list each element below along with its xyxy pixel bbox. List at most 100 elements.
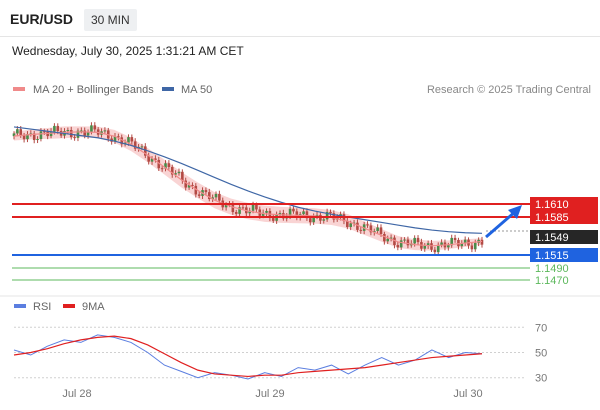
- candle-body: [130, 137, 134, 142]
- header-divider: [0, 36, 600, 37]
- candle-body: [218, 193, 221, 201]
- candle-body: [480, 239, 484, 245]
- candle-body: [66, 129, 70, 132]
- current-level-tag: [530, 230, 598, 244]
- candle-body: [19, 129, 23, 136]
- candle-body: [26, 134, 29, 140]
- candle-body: [473, 242, 477, 250]
- candle-body: [241, 207, 245, 209]
- candle-body: [312, 216, 315, 223]
- candle-body: [167, 163, 171, 167]
- candle-body: [16, 129, 19, 134]
- pivot-level-tag: [530, 248, 598, 262]
- candle-body: [457, 239, 460, 247]
- candle-body: [396, 245, 400, 248]
- candle-body: [43, 131, 46, 133]
- candle-body: [184, 180, 188, 188]
- chart-header: EUR/USD 30 MIN: [0, 0, 600, 40]
- projection-arrow-shaft: [485, 209, 517, 239]
- ma50-legend-swatch: [162, 87, 174, 91]
- candle-body: [325, 211, 329, 220]
- candle-body: [73, 137, 76, 139]
- candle-body: [53, 125, 56, 132]
- candle-body: [147, 155, 150, 162]
- candle-body: [248, 210, 251, 214]
- candle-body: [288, 208, 292, 216]
- candle-body: [436, 244, 440, 253]
- candle-body: [369, 225, 373, 233]
- support-level-label: 1.1470: [535, 275, 569, 287]
- x-tick-label: Jul 30: [453, 388, 482, 400]
- candle-body: [295, 211, 299, 218]
- x-tick-label: Jul 29: [255, 388, 284, 400]
- ma50-line: [13, 126, 483, 234]
- rsi-line: [13, 334, 483, 380]
- candle-body: [177, 171, 181, 174]
- rsi-tick-label: 70: [535, 322, 547, 334]
- candle-body: [12, 133, 16, 137]
- candle-body: [406, 239, 410, 246]
- research-credit: Research © 2025 Trading Central: [427, 84, 591, 96]
- candle-body: [174, 173, 177, 175]
- candle-body: [211, 197, 214, 200]
- candle-body: [413, 237, 416, 244]
- candle-body: [271, 218, 275, 221]
- candle-body: [305, 211, 309, 219]
- candle-body: [433, 249, 437, 253]
- chart-datetime: Wednesday, July 30, 2025 1:31:21 AM CET: [12, 44, 244, 58]
- rsi-plot: 70 50 30: [13, 322, 547, 385]
- x-tick-label: Jul 28: [62, 388, 91, 400]
- candle-body: [150, 158, 154, 162]
- candle-body: [197, 194, 201, 196]
- candle-body: [366, 224, 369, 226]
- resistance-level-label: 1.1585: [535, 212, 569, 224]
- candle-body: [292, 208, 295, 212]
- ma20-line: [13, 131, 483, 247]
- candle-body: [83, 130, 87, 136]
- candle-body: [399, 240, 403, 248]
- candle-body: [329, 211, 332, 214]
- candle-body: [80, 130, 83, 132]
- rsi-legend: RSI 9MA: [14, 301, 105, 313]
- candle-body: [214, 193, 218, 198]
- candle-body: [278, 213, 282, 215]
- price-legend: MA 20 + Bollinger Bands MA 50 Research ©…: [13, 84, 591, 96]
- ma20-legend-swatch: [13, 87, 25, 91]
- rsi-tick-label: 50: [535, 348, 547, 360]
- candle-body: [447, 245, 450, 248]
- candle-body: [470, 245, 474, 250]
- candle-body: [389, 237, 393, 239]
- candle-body: [32, 133, 36, 141]
- candle-body: [154, 158, 157, 160]
- candle-body: [140, 146, 144, 148]
- timeframe-badge[interactable]: 30 MIN: [84, 9, 137, 31]
- pivot-level-label: 1.1515: [535, 250, 569, 262]
- candle-body: [376, 227, 379, 231]
- candle-body: [157, 159, 161, 169]
- candle-body: [460, 243, 464, 247]
- candle-body: [144, 146, 147, 156]
- candle-body: [386, 238, 390, 242]
- candle-body: [22, 135, 26, 140]
- candle-body: [39, 131, 43, 140]
- candle-body: [231, 204, 235, 213]
- ma50-legend-label: MA 50: [181, 84, 212, 96]
- candle-body: [103, 130, 107, 132]
- projection-arrow-head: [508, 205, 522, 219]
- candle-body: [261, 212, 265, 216]
- candle-body: [379, 227, 383, 235]
- candle-body: [93, 125, 97, 130]
- candle-body: [383, 234, 386, 242]
- candle-body: [90, 125, 93, 132]
- rsi-ma-line: [13, 335, 483, 378]
- candle-body: [251, 204, 255, 211]
- candle-body: [69, 129, 73, 138]
- rsi-ma-legend-label: 9MA: [82, 301, 105, 313]
- resistance-level-label: 1.1610: [535, 199, 569, 211]
- candle-body: [372, 230, 376, 233]
- candle-body: [170, 166, 174, 175]
- candle-body: [117, 136, 120, 138]
- candle-body: [430, 243, 433, 250]
